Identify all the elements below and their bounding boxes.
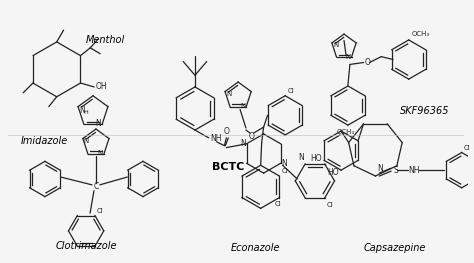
Text: O: O <box>223 127 229 136</box>
Text: Clotrimazole: Clotrimazole <box>55 241 117 251</box>
Text: Cl: Cl <box>97 208 104 214</box>
Text: Menthol: Menthol <box>86 35 125 45</box>
Text: Cl: Cl <box>464 145 470 151</box>
Text: O: O <box>249 132 255 141</box>
Text: N: N <box>377 164 383 173</box>
Text: N: N <box>98 150 103 156</box>
Text: OCH₃: OCH₃ <box>337 129 355 135</box>
Text: N: N <box>240 139 246 148</box>
Text: Econazole: Econazole <box>231 244 281 254</box>
Text: Capsazepine: Capsazepine <box>364 244 426 254</box>
Text: O: O <box>365 58 371 67</box>
Text: N: N <box>84 138 89 144</box>
Text: HO: HO <box>328 168 339 177</box>
Text: Cl: Cl <box>287 88 294 94</box>
Text: OCH₃: OCH₃ <box>412 31 430 37</box>
Text: Cl: Cl <box>275 200 282 206</box>
Text: BCTC: BCTC <box>212 162 245 172</box>
Text: C: C <box>93 182 99 191</box>
Text: N: N <box>79 106 85 115</box>
Text: H: H <box>83 109 88 114</box>
Text: N: N <box>240 103 245 109</box>
Text: HO: HO <box>310 154 322 163</box>
Text: NH: NH <box>408 166 419 175</box>
Text: NH: NH <box>210 134 222 143</box>
Text: Imidazole: Imidazole <box>20 136 68 146</box>
Text: Cl: Cl <box>327 202 333 208</box>
Text: Cl: Cl <box>281 168 288 174</box>
Text: N: N <box>298 153 304 162</box>
Text: SKF96365: SKF96365 <box>400 107 449 117</box>
Text: N: N <box>282 159 287 168</box>
Text: N: N <box>333 42 338 48</box>
Text: S: S <box>393 166 398 175</box>
Text: N: N <box>345 54 351 60</box>
Text: N: N <box>95 119 101 128</box>
Text: OH: OH <box>95 83 107 92</box>
Text: N: N <box>226 90 231 97</box>
